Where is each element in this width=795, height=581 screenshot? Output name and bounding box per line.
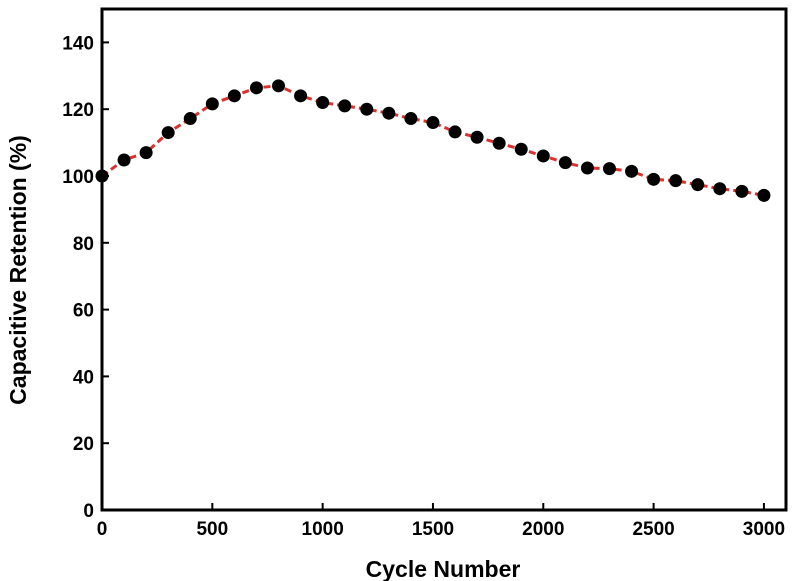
data-point — [448, 125, 462, 139]
data-point — [691, 178, 705, 192]
data-point — [272, 79, 286, 93]
data-point — [735, 184, 749, 198]
data-point — [602, 162, 616, 176]
data-point — [360, 102, 374, 116]
data-point — [382, 106, 396, 120]
data-point — [338, 99, 352, 113]
x-tick-label: 2500 — [632, 519, 674, 540]
data-point — [647, 172, 661, 186]
data-point — [183, 112, 197, 126]
y-tick-label: 80 — [73, 234, 94, 255]
data-point — [514, 142, 528, 156]
data-point — [95, 169, 109, 183]
x-tick-label: 500 — [196, 519, 228, 540]
y-tick-label: 20 — [73, 434, 94, 455]
y-tick-label: 0 — [83, 501, 94, 522]
x-axis-title: Cycle Number — [366, 556, 521, 581]
y-tick-label: 140 — [62, 33, 94, 54]
x-tick-label: 2000 — [522, 519, 564, 540]
data-point — [227, 89, 241, 103]
data-point — [316, 96, 330, 110]
series-line — [101, 84, 765, 197]
y-tick-label: 40 — [73, 367, 94, 388]
x-axis: 0 500 1000 1500 2000 2500 3000 — [97, 503, 785, 540]
data-point — [713, 182, 727, 196]
x-tick-label: 1000 — [302, 519, 344, 540]
y-axis-title: Capacitive Retention (%) — [5, 135, 31, 405]
data-point — [294, 89, 308, 103]
data-point — [757, 188, 771, 202]
y-axis: 0 20 40 60 80 100 120 140 — [62, 33, 109, 522]
data-point — [536, 149, 550, 163]
x-tick-label: 3000 — [743, 519, 785, 540]
y-tick-label: 120 — [62, 100, 94, 121]
data-point — [625, 164, 639, 178]
data-point — [580, 161, 594, 175]
data-point — [426, 116, 440, 130]
data-point — [492, 136, 506, 150]
data-point — [139, 146, 153, 160]
series-layer — [95, 79, 771, 202]
data-point — [404, 112, 418, 126]
data-point — [249, 81, 263, 95]
y-tick-label: 60 — [73, 301, 94, 322]
x-tick-label: 0 — [97, 519, 108, 540]
data-point — [669, 174, 683, 188]
y-tick-label: 100 — [62, 167, 94, 188]
x-tick-label: 1500 — [412, 519, 454, 540]
data-point — [117, 153, 131, 167]
data-point — [558, 156, 572, 170]
data-point — [470, 130, 484, 144]
data-point — [161, 126, 175, 140]
data-point — [205, 97, 219, 111]
plot-frame — [100, 7, 788, 512]
